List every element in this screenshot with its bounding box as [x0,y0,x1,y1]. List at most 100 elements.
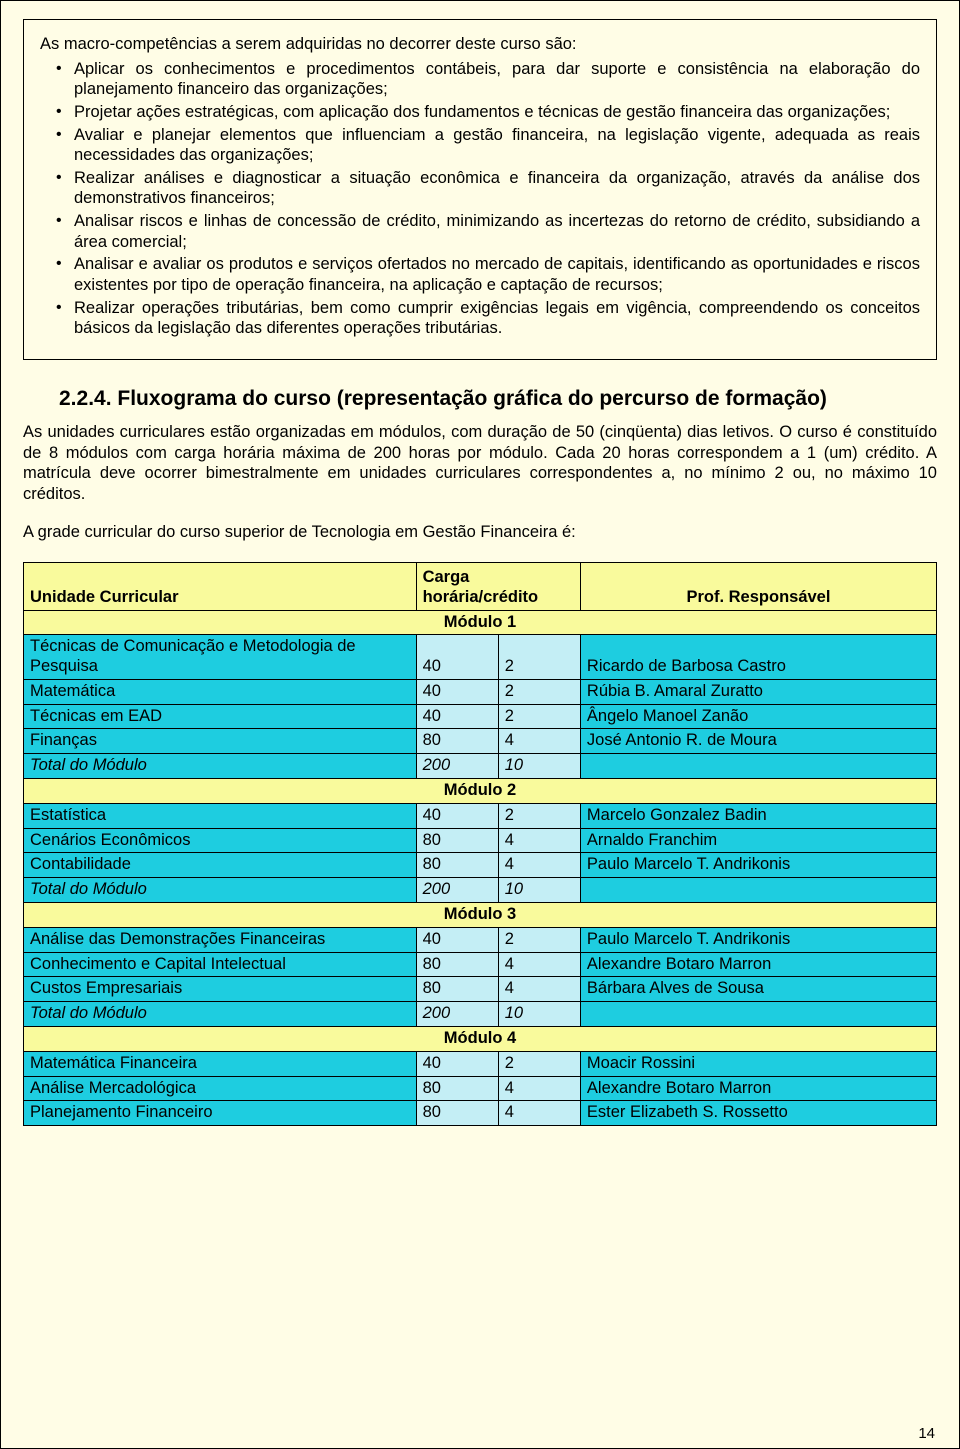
table-row: Contabilidade804Paulo Marcelo T. Andriko… [24,853,937,878]
course-name: Matemática [24,679,417,704]
course-credits: 2 [498,635,580,680]
course-hours: 40 [416,927,498,952]
total-hours: 200 [416,1002,498,1027]
course-credits: 4 [498,828,580,853]
course-credits: 2 [498,927,580,952]
course-hours: 40 [416,635,498,680]
section-body: As unidades curriculares estão organizad… [23,422,937,505]
course-hours: 40 [416,1051,498,1076]
total-prof-empty [580,754,936,779]
course-prof: Ricardo de Barbosa Castro [580,635,936,680]
course-credits: 2 [498,704,580,729]
course-prof: Ester Elizabeth S. Rossetto [580,1101,936,1126]
course-hours: 40 [416,704,498,729]
total-label: Total do Módulo [24,878,417,903]
table-row: Estatística402Marcelo Gonzalez Badin [24,803,937,828]
table-row: Análise das Demonstrações Financeiras402… [24,927,937,952]
course-prof: Ângelo Manoel Zanão [580,704,936,729]
course-name: Contabilidade [24,853,417,878]
course-prof: Rúbia B. Amaral Zuratto [580,679,936,704]
course-name: Cenários Econômicos [24,828,417,853]
course-prof: Alexandre Botaro Marron [580,952,936,977]
curriculum-table: Unidade CurricularCarga horária/créditoP… [23,562,937,1127]
module-total-row: Total do Módulo20010 [24,1002,937,1027]
course-credits: 2 [498,1051,580,1076]
module-label: Módulo 4 [24,1027,937,1052]
course-name: Conhecimento e Capital Intelectual [24,952,417,977]
course-hours: 80 [416,853,498,878]
course-prof: Moacir Rossini [580,1051,936,1076]
competency-item: Avaliar e planejar elementos que influen… [74,125,920,166]
module-label: Módulo 1 [24,610,937,635]
module-header-row: Módulo 1 [24,610,937,635]
course-hours: 40 [416,803,498,828]
course-credits: 4 [498,952,580,977]
table-row: Matemática Financeira402Moacir Rossini [24,1051,937,1076]
course-name: Finanças [24,729,417,754]
course-name: Custos Empresariais [24,977,417,1002]
total-hours: 200 [416,878,498,903]
course-credits: 2 [498,803,580,828]
table-row: Planejamento Financeiro804Ester Elizabet… [24,1101,937,1126]
total-prof-empty [580,878,936,903]
competencies-list: Aplicar os conhecimentos e procedimentos… [40,59,920,339]
total-credits: 10 [498,754,580,779]
competency-item: Analisar riscos e linhas de concessão de… [74,211,920,252]
competency-item: Analisar e avaliar os produtos e serviço… [74,254,920,295]
course-name: Análise Mercadológica [24,1076,417,1101]
table-header-row: Unidade CurricularCarga horária/créditoP… [24,562,937,610]
course-prof: Paulo Marcelo T. Andrikonis [580,927,936,952]
course-hours: 80 [416,1101,498,1126]
course-name: Técnicas de Comunicação e Metodologia de… [24,635,417,680]
total-label: Total do Módulo [24,754,417,779]
table-row: Conhecimento e Capital Intelectual804Ale… [24,952,937,977]
module-label: Módulo 3 [24,903,937,928]
page-number: 14 [918,1425,935,1442]
course-name: Técnicas em EAD [24,704,417,729]
total-hours: 200 [416,754,498,779]
course-name: Análise das Demonstrações Financeiras [24,927,417,952]
competency-item: Realizar análises e diagnosticar a situa… [74,168,920,209]
section-heading: 2.2.4. Fluxograma do curso (representaçã… [59,386,937,412]
course-hours: 80 [416,1076,498,1101]
course-credits: 4 [498,729,580,754]
competencies-box: As macro-competências a serem adquiridas… [23,19,937,360]
competency-item: Realizar operações tributárias, bem como… [74,298,920,339]
total-credits: 10 [498,1002,580,1027]
module-total-row: Total do Módulo20010 [24,754,937,779]
course-name: Planejamento Financeiro [24,1101,417,1126]
intro-text: As macro-competências a serem adquiridas… [40,34,920,55]
course-prof: Arnaldo Franchim [580,828,936,853]
total-prof-empty [580,1002,936,1027]
module-header-row: Módulo 3 [24,903,937,928]
module-header-row: Módulo 4 [24,1027,937,1052]
module-total-row: Total do Módulo20010 [24,878,937,903]
course-hours: 80 [416,828,498,853]
course-name: Matemática Financeira [24,1051,417,1076]
competency-item: Aplicar os conhecimentos e procedimentos… [74,59,920,100]
course-prof: Paulo Marcelo T. Andrikonis [580,853,936,878]
course-prof: Bárbara Alves de Sousa [580,977,936,1002]
course-credits: 4 [498,1076,580,1101]
course-credits: 2 [498,679,580,704]
course-credits: 4 [498,1101,580,1126]
course-hours: 80 [416,729,498,754]
table-row: Cenários Econômicos804Arnaldo Franchim [24,828,937,853]
course-credits: 4 [498,853,580,878]
grade-intro: A grade curricular do curso superior de … [23,523,937,542]
document-page: As macro-competências a serem adquiridas… [0,0,960,1449]
header-unit: Unidade Curricular [24,562,417,610]
competency-item: Projetar ações estratégicas, com aplicaç… [74,102,920,123]
table-row: Matemática402Rúbia B. Amaral Zuratto [24,679,937,704]
table-row: Custos Empresariais804Bárbara Alves de S… [24,977,937,1002]
course-hours: 80 [416,952,498,977]
course-credits: 4 [498,977,580,1002]
total-credits: 10 [498,878,580,903]
table-row: Técnicas de Comunicação e Metodologia de… [24,635,937,680]
course-prof: Alexandre Botaro Marron [580,1076,936,1101]
table-row: Finanças804José Antonio R. de Moura [24,729,937,754]
course-prof: Marcelo Gonzalez Badin [580,803,936,828]
module-header-row: Módulo 2 [24,779,937,804]
course-hours: 80 [416,977,498,1002]
table-row: Técnicas em EAD402Ângelo Manoel Zanão [24,704,937,729]
